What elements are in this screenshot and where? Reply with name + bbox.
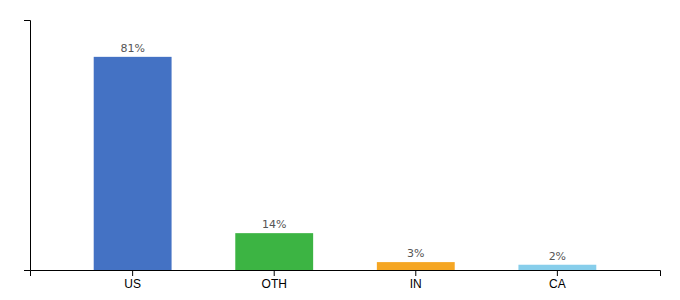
data-labels: 81% 14% 3% 2% [120, 42, 566, 263]
data-label: 81% [120, 42, 144, 55]
x-tick: IN [410, 270, 422, 291]
y-axis-line [24, 21, 31, 271]
data-label: 2% [549, 250, 566, 263]
x-tick-label: IN [410, 277, 422, 291]
plot: 81% 14% 3% 2% US OTH IN CA [24, 21, 661, 291]
bar [235, 233, 313, 270]
x-tick-label: OTH [262, 277, 287, 291]
x-tick-mark [132, 270, 133, 276]
x-tick: CA [549, 270, 566, 291]
bar [518, 265, 596, 270]
bars [94, 57, 597, 270]
x-tick-label: US [124, 277, 141, 291]
y-axis [24, 21, 31, 271]
x-tick: US [124, 270, 141, 291]
bar [94, 57, 172, 270]
bar [377, 262, 455, 270]
x-tick-label: CA [549, 277, 566, 291]
chart: 81% 14% 3% 2% US OTH IN CA [0, 0, 680, 300]
x-tick-mark [415, 270, 416, 276]
x-tick: OTH [262, 270, 287, 291]
data-label: 3% [407, 247, 424, 260]
x-tick-mark [557, 270, 558, 276]
data-label: 14% [262, 218, 286, 231]
x-axis: US OTH IN CA [31, 270, 661, 291]
x-axis-line [31, 271, 661, 277]
x-tick-mark [274, 270, 275, 276]
